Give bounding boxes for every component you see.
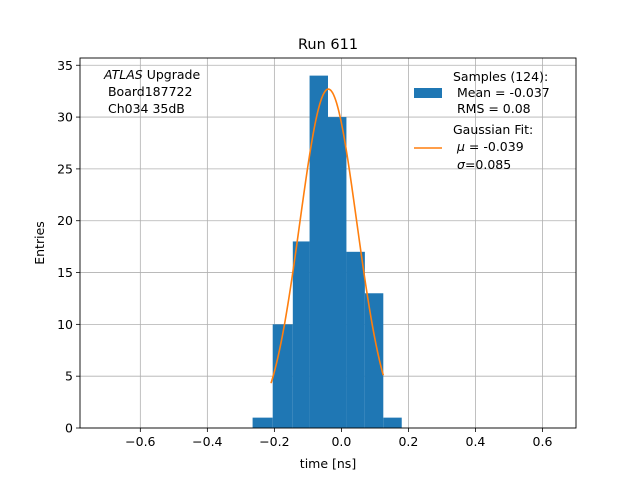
y-tick-label: 15 bbox=[57, 265, 73, 280]
histogram-bar bbox=[272, 324, 293, 428]
atlas-annotation: ATLAS Upgrade Board187722 Ch034 35dB bbox=[103, 67, 200, 116]
legend-fit-sigma-symbol: σ bbox=[457, 157, 466, 172]
legend-fit-sigma-value: =0.085 bbox=[465, 157, 511, 172]
x-tick-label: −0.6 bbox=[125, 434, 155, 449]
legend-samples-patch bbox=[414, 88, 442, 98]
y-tick-label: 30 bbox=[57, 110, 73, 125]
gaussian-fit-curve bbox=[270, 88, 385, 384]
x-axis-label: time [ns] bbox=[300, 456, 356, 471]
histogram-bar bbox=[364, 293, 384, 428]
svg-text:σ=0.085: σ=0.085 bbox=[457, 157, 511, 172]
x-tick-label: −0.2 bbox=[259, 434, 289, 449]
legend-samples-mean: Mean = -0.037 bbox=[453, 85, 550, 100]
histogram-bar bbox=[309, 75, 328, 428]
histogram-bar bbox=[383, 417, 402, 428]
y-tick-label: 5 bbox=[65, 369, 73, 384]
histogram-bar bbox=[252, 417, 273, 428]
y-tick-label: 20 bbox=[57, 213, 73, 228]
x-tick-label: 0.6 bbox=[533, 434, 553, 449]
x-axis-ticks: −0.6 −0.4 −0.2 0.0 0.2 0.4 0.6 bbox=[125, 428, 552, 449]
chart-title: Run 611 bbox=[298, 37, 358, 53]
legend-fit-mu-symbol: μ bbox=[456, 139, 465, 154]
y-tick-label: 35 bbox=[57, 58, 73, 73]
svg-text:ATLAS Upgrade: ATLAS Upgrade bbox=[103, 67, 200, 82]
legend-fit-mu-value: = -0.039 bbox=[465, 139, 524, 154]
y-tick-label: 10 bbox=[57, 317, 73, 332]
histogram-bar bbox=[328, 117, 347, 429]
x-tick-label: 0.2 bbox=[398, 434, 418, 449]
annotation-atlas: ATLAS bbox=[103, 67, 143, 82]
histogram-bar bbox=[292, 241, 310, 428]
histogram-bars bbox=[252, 75, 402, 429]
legend-samples-line1: Samples (124): bbox=[453, 69, 548, 84]
legend-samples-rms: RMS = 0.08 bbox=[453, 101, 531, 116]
legend: Samples (124): Mean = -0.037 RMS = 0.08 … bbox=[414, 69, 550, 172]
x-tick-label: 0.4 bbox=[466, 434, 486, 449]
annotation-channel: Ch034 35dB bbox=[104, 101, 185, 116]
annotation-board: Board187722 bbox=[104, 84, 192, 99]
plot-frame bbox=[79, 57, 577, 429]
legend-fit-line1: Gaussian Fit: bbox=[453, 122, 533, 137]
annotation-upgrade: Upgrade bbox=[143, 67, 201, 82]
y-tick-label: 25 bbox=[57, 161, 73, 176]
svg-text:μ = -0.039: μ = -0.039 bbox=[456, 139, 524, 154]
x-tick-label: −0.4 bbox=[192, 434, 222, 449]
x-tick-label: 0.0 bbox=[331, 434, 351, 449]
histogram-bar bbox=[346, 251, 365, 428]
y-axis-ticks: 0 5 10 15 20 25 30 35 bbox=[57, 58, 80, 436]
y-tick-label: 0 bbox=[65, 421, 73, 436]
y-axis-label: Entries bbox=[32, 221, 47, 265]
